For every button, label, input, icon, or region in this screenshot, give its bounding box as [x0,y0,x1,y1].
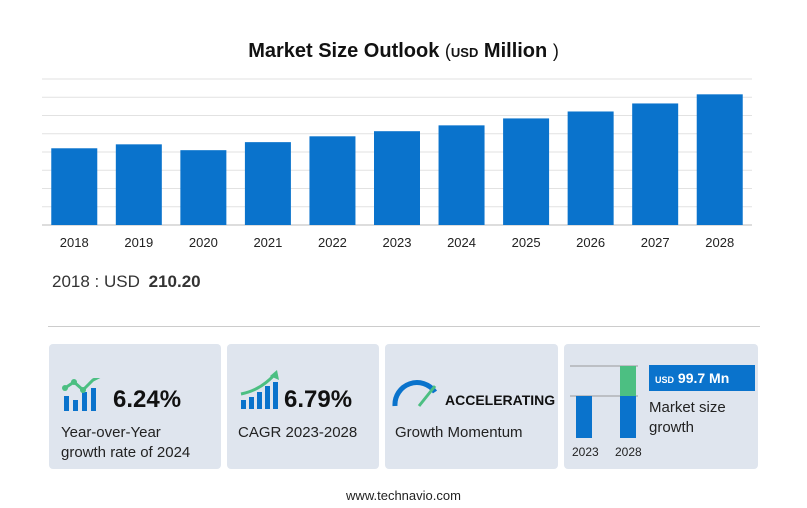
footer-url[interactable]: www.technavio.com [346,488,461,503]
x-tick-label: 2022 [318,235,347,250]
x-tick-label: 2024 [447,235,476,250]
bar-2018[interactable] [51,148,98,225]
chart-title: Market Size Outlook (USD Million ) [0,40,807,63]
badge-unit: USD [655,375,675,385]
divider [48,326,760,327]
x-tick-label: 2027 [641,235,670,250]
selected-sep: : USD [89,272,140,291]
cagr-label: CAGR 2023-2028 [238,424,358,441]
cagr-value: 6.79% [284,386,353,413]
x-tick-label: 2023 [383,235,412,250]
bar-2028-base [620,396,636,438]
title-paren-close: ) [552,41,559,61]
bar-2026[interactable] [567,111,614,225]
growth-card: 2023 2028 USD 99.7 Mn Market size growth [564,344,758,469]
bar-2027[interactable] [632,103,679,225]
growth-label-2: growth [649,419,695,436]
title-main: Market Size Outlook [248,40,440,62]
bar-2022[interactable] [309,136,356,225]
bar-2028-growth [620,366,636,396]
bar-2025[interactable] [503,118,550,225]
growth-badge: USD 99.7 Mn [649,365,755,391]
bar-chart: 2018 2019 2020 2021 2022 2023 2024 2025 2026 2027… [42,78,752,250]
x-tick-label: 2019 [124,235,153,250]
bar-2020[interactable] [180,150,227,225]
x-tick-label: 2018 [60,235,89,250]
bar-2023[interactable] [374,131,420,225]
bar-2021[interactable] [244,142,291,225]
cagr-chart-icon [240,370,279,409]
growth-label-1: Market size [649,399,726,416]
cagr-card: 6.79% CAGR 2023-2028 [227,344,379,469]
x-tick-label: 2020 [189,235,218,250]
yoy-label-1: Year-over-Year [61,424,161,441]
momentum-label: Growth Momentum [395,424,523,441]
bar-2028[interactable] [696,94,743,225]
x-tick-label: 2025 [512,235,541,250]
bar-2019[interactable] [115,144,162,225]
growth-chart-icon [62,378,101,411]
yoy-card: 6.24% Year-over-Year growth rate of 2024 [49,344,221,469]
x-tick-label: 2021 [253,235,282,250]
momentum-card: ACCELERATING Growth Momentum [385,344,558,469]
title-unit: Million [483,40,548,62]
x-tick-label: 2028 [705,235,734,250]
growth-mini-chart [570,365,638,438]
year-b: 2028 [615,445,642,459]
bar-2024[interactable] [438,125,485,225]
selected-year: 2018 [52,272,90,291]
bar-2023 [576,396,592,438]
year-a: 2023 [572,445,599,459]
title-unit-small: USD [450,45,479,60]
x-tick-label: 2026 [576,235,605,250]
badge-value: 99.7 Mn [677,370,730,386]
speedometer-icon [392,380,438,407]
momentum-value: ACCELERATING [445,392,556,408]
yoy-label-2: growth rate of 2024 [61,444,191,461]
selected-value: 2018 : USD 210.20 [52,272,201,292]
title-paren-open: ( [444,41,451,61]
yoy-value: 6.24% [113,386,182,413]
selected-amount: 210.20 [148,272,201,291]
